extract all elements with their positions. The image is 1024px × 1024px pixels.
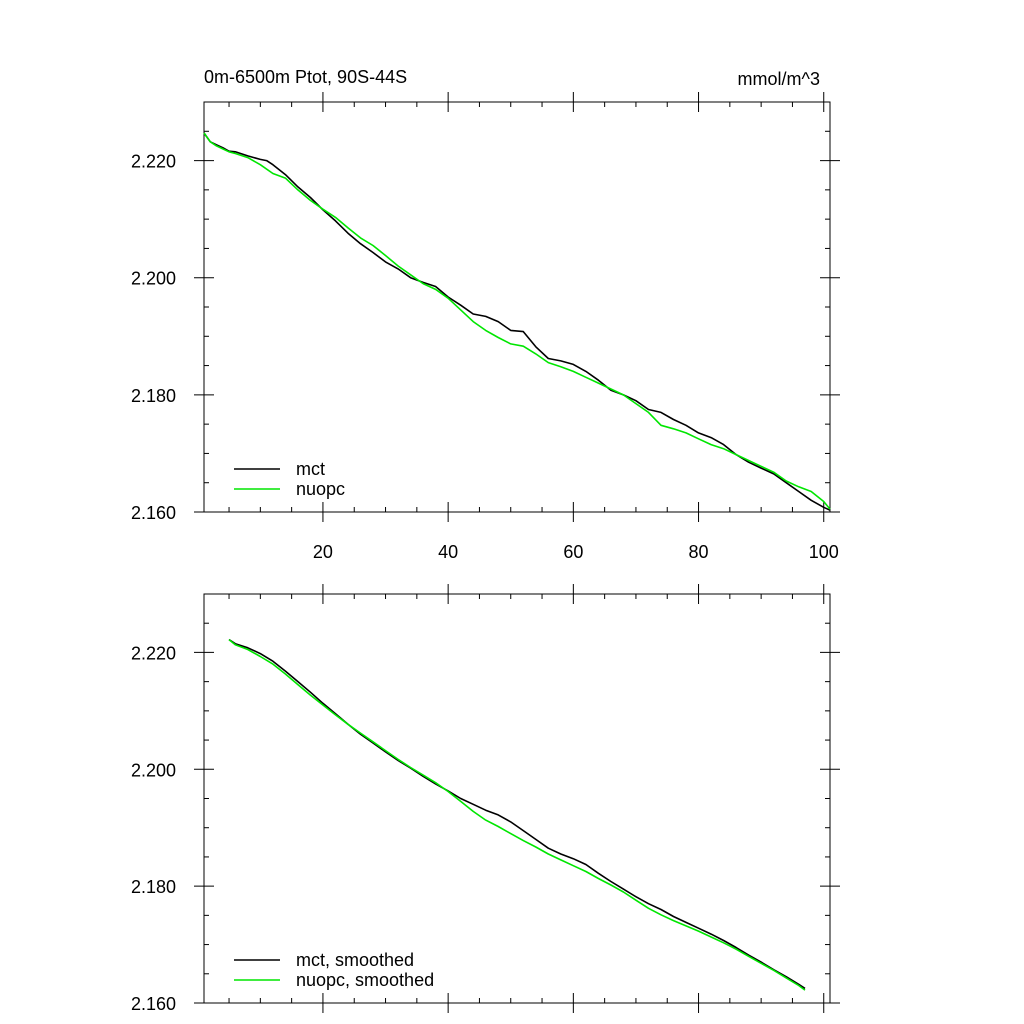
- panel-2-frame: [203, 593, 831, 1004]
- panel-1-series-line-1: [203, 132, 831, 511]
- units-label: mmol/m^3: [738, 69, 820, 89]
- panel-1-x-tick-label: 40: [438, 542, 458, 562]
- chart-title: 0m-6500m Ptot, 90S-44S: [204, 67, 407, 87]
- panel-1-x-tick-label: 20: [313, 542, 333, 562]
- panel-2-y-tick-label: 2.200: [131, 760, 176, 780]
- panel-1-series-line-2: [203, 132, 831, 510]
- panel-2-series-line-2: [228, 638, 806, 991]
- panel-2-legend-label-1: mct, smoothed: [296, 950, 414, 970]
- panel-1-frame: [203, 101, 831, 513]
- panel-1-y-tick-label: 2.160: [131, 503, 176, 523]
- panel-1-y-tick-label: 2.200: [131, 269, 176, 289]
- panel-1-x-tick-label: 100: [809, 542, 839, 562]
- panel-2-y-tick-label: 2.160: [131, 994, 176, 1014]
- panel-2-series-line-1: [228, 638, 806, 990]
- panel-2-y-tick-label: 2.220: [131, 643, 176, 663]
- panel-2-plot: 2.160 2.180 2.200 2.220 mct, smoothednuopc, …: [131, 584, 840, 1014]
- panel-1-x-tick-label: 60: [563, 542, 583, 562]
- panel-1-legend-label-2: nuopc: [296, 479, 345, 499]
- panel-1-legend-label-1: mct: [296, 459, 325, 479]
- panel-2-y-tick-label: 2.180: [131, 877, 176, 897]
- panel-1-x-tick-label: 80: [689, 542, 709, 562]
- panel-2-legend-label-2: nuopc, smoothed: [296, 970, 434, 990]
- panel-1-y-tick-label: 2.180: [131, 386, 176, 406]
- panel-1-y-tick-label: 2.220: [131, 152, 176, 172]
